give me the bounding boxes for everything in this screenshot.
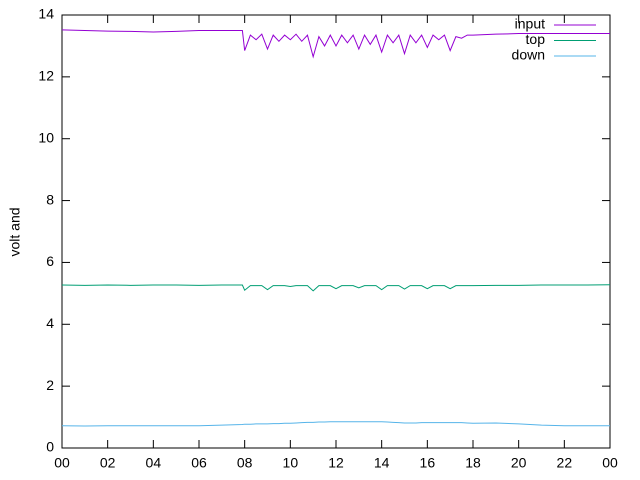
legend-label: input bbox=[515, 16, 545, 32]
plot-frame bbox=[61, 14, 611, 449]
x-tick-label: 16 bbox=[420, 455, 436, 471]
y-tick-label: 8 bbox=[46, 191, 54, 207]
y-tick-label: 6 bbox=[46, 253, 54, 269]
y-axis-label: volt and bbox=[7, 207, 23, 256]
x-tick-label: 18 bbox=[465, 455, 481, 471]
y-tick-label: 14 bbox=[38, 6, 54, 22]
series-line bbox=[61, 284, 611, 292]
x-tick-label: 10 bbox=[283, 455, 299, 471]
y-tick-label: 2 bbox=[46, 377, 54, 393]
y-tick-label: 4 bbox=[46, 315, 54, 331]
x-tick-label: 06 bbox=[191, 455, 207, 471]
series-line bbox=[61, 29, 610, 59]
x-tick-label: 22 bbox=[557, 455, 573, 471]
x-tick-label: 14 bbox=[374, 455, 390, 471]
y-tick-label: 12 bbox=[38, 68, 54, 84]
series-line bbox=[61, 421, 610, 427]
x-tick-label: 12 bbox=[328, 455, 344, 471]
x-tick-label: 00 bbox=[54, 455, 70, 471]
x-tick-label: 08 bbox=[237, 455, 253, 471]
y-tick-label: 10 bbox=[38, 129, 54, 145]
x-tick-label: 20 bbox=[511, 455, 527, 471]
x-tick-label: 04 bbox=[146, 455, 162, 471]
legend-label: down bbox=[512, 47, 545, 63]
y-tick-label: 0 bbox=[46, 439, 54, 455]
x-tick-label: 00 bbox=[602, 455, 618, 471]
legend-label: top bbox=[526, 31, 546, 47]
x-tick-label: 02 bbox=[100, 455, 116, 471]
